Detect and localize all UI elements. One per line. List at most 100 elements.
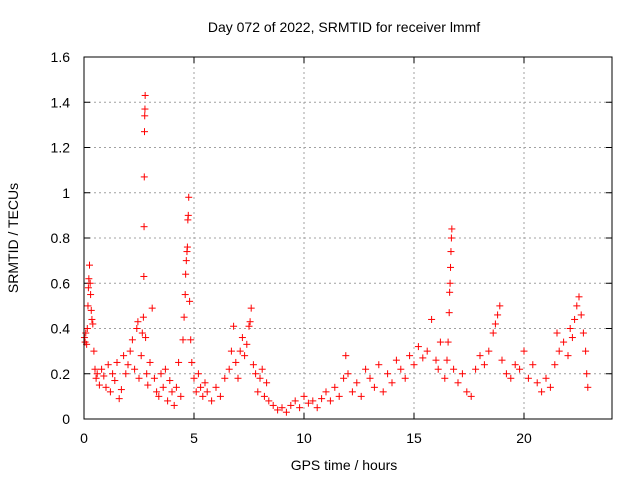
data-point [511, 361, 519, 369]
data-point [485, 347, 493, 355]
data-points [80, 91, 592, 416]
data-point [555, 347, 563, 355]
data-point [448, 225, 456, 233]
data-point [140, 173, 148, 181]
data-point [181, 291, 189, 299]
grid-lines [84, 57, 612, 419]
data-point [445, 309, 453, 317]
data-point [423, 347, 431, 355]
data-point [192, 388, 200, 396]
data-point [463, 388, 471, 396]
data-point [140, 272, 148, 280]
y-tick-label: 0.6 [51, 275, 71, 291]
data-point [551, 361, 559, 369]
data-point [180, 313, 188, 321]
data-point [87, 306, 95, 314]
data-point [432, 356, 440, 364]
data-point [322, 388, 330, 396]
data-point [88, 315, 96, 323]
data-point [573, 302, 581, 310]
data-point [491, 320, 499, 328]
data-point [140, 223, 148, 231]
data-point [241, 352, 249, 360]
data-point [274, 406, 282, 414]
data-point [282, 408, 290, 416]
data-point [546, 383, 554, 391]
data-point [269, 401, 277, 409]
data-point [168, 388, 176, 396]
data-point [172, 383, 180, 391]
tick-labels: 0 5 10 15 20 0 0.2 0.4 0.6 0.8 1 1.2 1.4 1.6 [51, 49, 532, 446]
data-point [157, 370, 165, 378]
data-point [414, 343, 422, 351]
data-point [89, 320, 97, 328]
data-point [234, 374, 242, 382]
data-point [254, 388, 262, 396]
data-point [117, 386, 125, 394]
data-point [392, 356, 400, 364]
data-point [184, 211, 192, 219]
data-point [566, 325, 574, 332]
data-point [406, 352, 414, 360]
data-point [538, 388, 546, 396]
data-point [190, 374, 198, 382]
x-tick-label: 10 [296, 430, 312, 446]
data-point [388, 379, 396, 387]
data-point [148, 304, 156, 312]
y-tick-label: 0.8 [51, 230, 71, 246]
data-point [480, 361, 488, 369]
data-point [139, 313, 147, 321]
data-point [203, 388, 211, 396]
data-point [436, 338, 444, 346]
data-point [133, 325, 141, 332]
data-point [109, 370, 117, 378]
data-point [366, 374, 374, 382]
data-point [467, 392, 475, 400]
data-point [201, 379, 209, 387]
data-point [83, 325, 91, 332]
data-point [221, 374, 229, 382]
data-point [553, 329, 561, 337]
data-point [164, 397, 172, 405]
data-point [90, 347, 98, 355]
data-point [450, 365, 458, 373]
data-point [296, 404, 304, 412]
data-point [300, 392, 308, 400]
data-point [236, 347, 244, 355]
data-point [313, 404, 321, 412]
data-point [447, 263, 455, 271]
data-point [582, 347, 590, 355]
data-point [263, 379, 271, 387]
data-point [529, 361, 537, 369]
data-point [446, 288, 454, 296]
data-point [353, 379, 361, 387]
data-point [278, 404, 286, 412]
data-point [143, 370, 151, 378]
data-point [309, 397, 317, 405]
data-point [126, 347, 134, 355]
data-point [120, 352, 128, 360]
data-point [375, 361, 383, 369]
data-point [138, 329, 146, 337]
chart-title: Day 072 of 2022, SRMTID for receiver lmm… [208, 19, 480, 35]
data-point [577, 311, 585, 319]
y-tick-label: 0.4 [51, 321, 71, 337]
data-point [144, 381, 152, 389]
y-tick-label: 0.2 [51, 366, 71, 382]
y-axis-label: SRMTID / TECUs [5, 183, 21, 293]
data-point [102, 383, 110, 391]
data-point [186, 297, 194, 305]
data-point [188, 358, 196, 366]
data-point [187, 336, 195, 344]
data-point [335, 392, 343, 400]
data-point [141, 105, 149, 113]
data-point [443, 356, 451, 364]
data-point [247, 304, 255, 312]
x-tick-label: 20 [516, 430, 532, 446]
data-point [155, 392, 163, 400]
data-point [384, 370, 392, 378]
data-point [446, 279, 454, 287]
data-point [100, 372, 108, 380]
data-point [128, 336, 136, 344]
data-point [252, 370, 260, 378]
